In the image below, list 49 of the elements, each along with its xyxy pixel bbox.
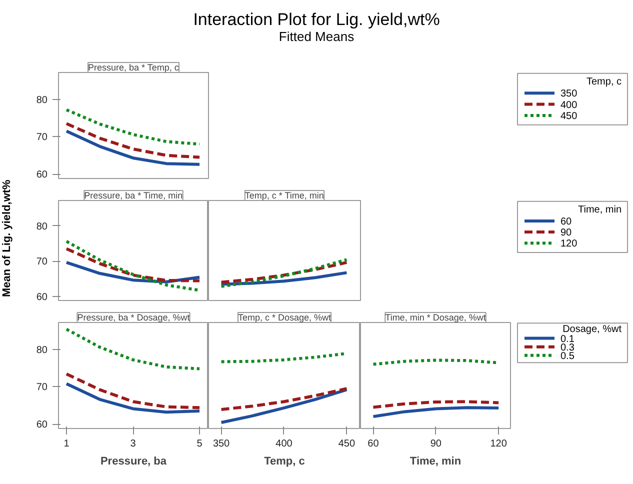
x-tick-label: 120: [490, 438, 508, 450]
x-axis-title: Pressure, ba: [100, 456, 168, 468]
chart-title: Time, min * Dosage, %wt: [385, 312, 486, 322]
x-tick-label: 60: [368, 438, 380, 450]
text: Fitted Means: [278, 28, 356, 44]
x-axis-title: Temp, c: [264, 456, 305, 468]
chart-title: Pressure, ba * Dosage, %wt: [77, 312, 190, 322]
line-series: [64, 372, 202, 410]
legend-label: 0.3: [560, 342, 575, 354]
line-series: [64, 130, 202, 166]
legend-label: 400: [560, 100, 578, 111]
legend-title: Dosage, %wt: [562, 324, 622, 336]
legend-label: 120: [560, 238, 578, 250]
x-tick-label: 3: [130, 438, 136, 450]
y-tick-label: 80: [36, 344, 48, 356]
x-tick-label: 350: [212, 438, 230, 450]
x-tick-label: 5: [196, 438, 203, 450]
legend-label: 60: [560, 216, 572, 228]
chart-title: Temp, c * Dosage, %wt: [238, 312, 332, 322]
legend-label: 90: [560, 228, 572, 239]
chart-title: Pressure, ba * Time, min: [84, 190, 183, 200]
legend-title: Temp, c: [586, 76, 622, 88]
x-axis-title: Time, min: [410, 456, 462, 468]
legend-title: Time, min: [578, 204, 622, 216]
line-series: [64, 122, 202, 159]
legend-label: 450: [560, 110, 578, 122]
legend-label: 0.1: [560, 334, 575, 345]
x-tick-label: 450: [338, 438, 356, 450]
y-tick-label: 70: [36, 256, 48, 268]
legend-label: 350: [560, 88, 578, 100]
y-axis-title: Mean of Lig. yield,wt%: [0, 178, 14, 300]
line-series: [64, 108, 202, 146]
y-tick-label: 60: [36, 420, 48, 431]
y-tick-label: 70: [36, 382, 48, 394]
text: Interaction Plot for Lig. yield,wt%: [193, 10, 440, 30]
line-series: [64, 247, 202, 282]
y-tick-label: 80: [36, 221, 48, 232]
y-tick-label: 80: [36, 94, 48, 106]
chart-title: Temp, c * Time, min: [244, 190, 324, 200]
x-tick-label: 400: [276, 438, 293, 450]
y-tick-label: 60: [36, 170, 48, 181]
y-tick-label: 60: [36, 292, 48, 303]
chart-title: Pressure, ba * Temp, c: [88, 62, 180, 72]
x-tick-label: 1: [64, 438, 70, 450]
x-tick-label: 90: [430, 438, 442, 450]
legend-label: 0.5: [560, 350, 575, 362]
line-series: [64, 382, 202, 414]
y-tick-label: 70: [36, 132, 48, 144]
line-series: [64, 328, 202, 370]
